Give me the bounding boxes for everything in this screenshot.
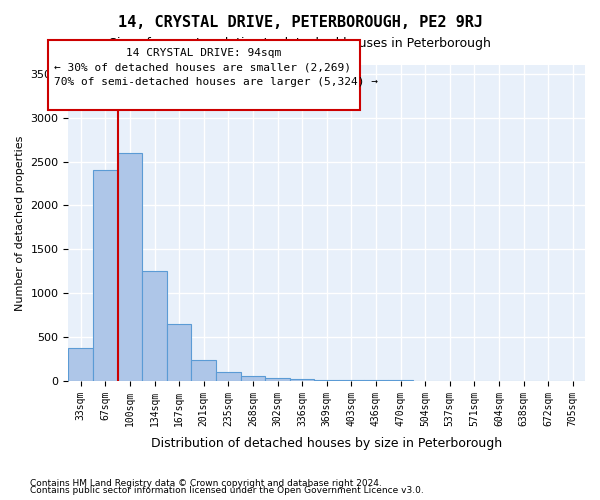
Bar	[290, 378, 314, 381]
Bar	[216, 372, 241, 381]
Bar	[142, 271, 167, 381]
Bar	[314, 380, 339, 381]
Y-axis label: Number of detached properties: Number of detached properties	[15, 136, 25, 310]
Bar	[93, 170, 118, 381]
Bar	[167, 324, 191, 381]
Bar	[68, 348, 93, 381]
Bar	[364, 380, 388, 381]
Bar	[191, 360, 216, 381]
Bar	[339, 380, 364, 381]
X-axis label: Distribution of detached houses by size in Peterborough: Distribution of detached houses by size …	[151, 437, 502, 450]
Text: Contains HM Land Registry data © Crown copyright and database right 2024.: Contains HM Land Registry data © Crown c…	[30, 478, 382, 488]
Text: 14 CRYSTAL DRIVE: 94sqm: 14 CRYSTAL DRIVE: 94sqm	[127, 48, 281, 58]
Text: ← 30% of detached houses are smaller (2,269): ← 30% of detached houses are smaller (2,…	[54, 62, 351, 72]
Bar	[265, 378, 290, 381]
Text: 70% of semi-detached houses are larger (5,324) →: 70% of semi-detached houses are larger (…	[54, 78, 378, 88]
Text: Size of property relative to detached houses in Peterborough: Size of property relative to detached ho…	[109, 38, 491, 51]
Bar	[118, 153, 142, 381]
Text: Contains public sector information licensed under the Open Government Licence v3: Contains public sector information licen…	[30, 486, 424, 495]
Bar	[241, 376, 265, 381]
Text: 14, CRYSTAL DRIVE, PETERBOROUGH, PE2 9RJ: 14, CRYSTAL DRIVE, PETERBOROUGH, PE2 9RJ	[118, 15, 482, 30]
